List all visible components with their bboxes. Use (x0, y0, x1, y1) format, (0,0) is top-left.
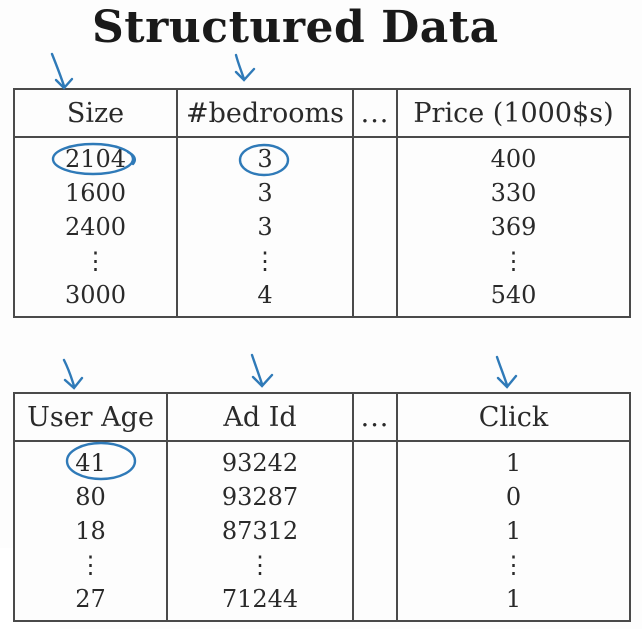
cell-price: 400 (396, 137, 631, 176)
cell-size: 2104 (13, 137, 178, 176)
cell-ellipsis (352, 210, 398, 244)
cell-ellipsis (352, 582, 398, 622)
cell-size: 1600 (13, 176, 178, 210)
arrow-click-icon (495, 355, 518, 389)
cell-price: 540 (396, 278, 631, 318)
ads-table: User Age Ad Id ... Click 41 93242 1 80 9… (13, 392, 631, 622)
arrow-size-icon (50, 52, 74, 90)
cell-vdots: ⋮ (13, 244, 178, 278)
column-header-size: Size (13, 88, 178, 138)
cell-size: 2400 (13, 210, 178, 244)
column-header-user-age: User Age (13, 392, 168, 442)
table-row: 18 87312 1 (13, 514, 631, 548)
cell-user-age: 27 (13, 582, 168, 622)
cell-vdots: ⋮ (166, 548, 354, 582)
cell-price: 330 (396, 176, 631, 210)
cell-size: 3000 (13, 278, 178, 318)
page-title: Structured Data (92, 2, 499, 53)
cell-ellipsis (352, 514, 398, 548)
column-header-bedrooms: #bedrooms (176, 88, 354, 138)
cell-click: 1 (396, 441, 631, 480)
table-row: 2104 3 400 (13, 137, 631, 176)
cell-ellipsis (352, 244, 398, 278)
table-row-ellipsis: ⋮ ⋮ ⋮ (13, 244, 631, 278)
arrow-user-age-icon (62, 358, 84, 390)
column-header-ellipsis: ... (352, 88, 398, 138)
cell-click: 0 (396, 480, 631, 514)
cell-user-age: 41 (13, 441, 168, 480)
cell-vdots: ⋮ (13, 548, 168, 582)
cell-user-age: 18 (13, 514, 168, 548)
cell-click: 1 (396, 582, 631, 622)
table-row-ellipsis: ⋮ ⋮ ⋮ (13, 548, 631, 582)
cell-click: 1 (396, 514, 631, 548)
cell-ellipsis (352, 278, 398, 318)
table-header-row: Size #bedrooms ... Price (1000$s) (13, 88, 631, 138)
cell-ellipsis (352, 480, 398, 514)
cell-ellipsis (352, 548, 398, 582)
column-header-ellipsis: ... (352, 392, 398, 442)
table-row: 27 71244 1 (13, 582, 631, 622)
cell-vdots: ⋮ (396, 548, 631, 582)
cell-price: 369 (396, 210, 631, 244)
cell-ad-id: 93242 (166, 441, 354, 480)
cell-ad-id: 71244 (166, 582, 354, 622)
column-header-ad-id: Ad Id (166, 392, 354, 442)
column-header-price: Price (1000$s) (396, 88, 631, 138)
table-row: 41 93242 1 (13, 441, 631, 480)
table-row: 80 93287 0 (13, 480, 631, 514)
table-row: 3000 4 540 (13, 278, 631, 318)
table-header-row: User Age Ad Id ... Click (13, 392, 631, 442)
column-header-click: Click (396, 392, 631, 442)
cell-bedrooms: 3 (176, 210, 354, 244)
cell-ad-id: 87312 (166, 514, 354, 548)
cell-vdots: ⋮ (176, 244, 354, 278)
cell-ellipsis (352, 137, 398, 176)
cell-bedrooms: 3 (176, 137, 354, 176)
cell-vdots: ⋮ (396, 244, 631, 278)
cell-bedrooms: 4 (176, 278, 354, 318)
cell-ad-id: 93287 (166, 480, 354, 514)
housing-table: Size #bedrooms ... Price (1000$s) 2104 3… (13, 88, 631, 318)
table-row: 1600 3 330 (13, 176, 631, 210)
cell-user-age: 80 (13, 480, 168, 514)
arrow-bedrooms-icon (234, 53, 256, 82)
arrow-ad-id-icon (250, 353, 274, 388)
cell-ellipsis (352, 176, 398, 210)
cell-bedrooms: 3 (176, 176, 354, 210)
cell-ellipsis (352, 441, 398, 480)
table-row: 2400 3 369 (13, 210, 631, 244)
